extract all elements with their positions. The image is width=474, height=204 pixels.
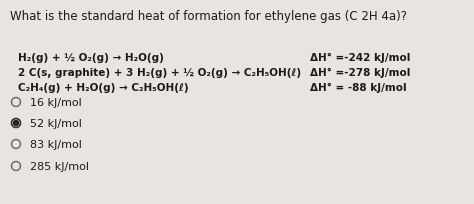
Text: 285 kJ/mol: 285 kJ/mol — [30, 161, 89, 171]
Text: ΔH° =-242 kJ/mol: ΔH° =-242 kJ/mol — [310, 53, 410, 63]
Text: C₂H₄(g) + H₂O(g) → C₂H₅OH(ℓ): C₂H₄(g) + H₂O(g) → C₂H₅OH(ℓ) — [18, 83, 189, 93]
Text: H₂(g) + ½ O₂(g) → H₂O(g): H₂(g) + ½ O₂(g) → H₂O(g) — [18, 53, 164, 63]
Text: 16 kJ/mol: 16 kJ/mol — [30, 98, 82, 108]
Text: ΔH° = -88 kJ/mol: ΔH° = -88 kJ/mol — [310, 83, 407, 93]
Circle shape — [13, 121, 18, 126]
Text: 2 C(s, graphite) + 3 H₂(g) + ½ O₂(g) → C₂H₅OH(ℓ): 2 C(s, graphite) + 3 H₂(g) + ½ O₂(g) → C… — [18, 68, 301, 78]
Text: 52 kJ/mol: 52 kJ/mol — [30, 118, 82, 128]
Text: What is the standard heat of formation for ethylene gas (C 2H 4a)?: What is the standard heat of formation f… — [10, 10, 407, 23]
Text: 83 kJ/mol: 83 kJ/mol — [30, 139, 82, 149]
Text: ΔH° =-278 kJ/mol: ΔH° =-278 kJ/mol — [310, 68, 410, 78]
